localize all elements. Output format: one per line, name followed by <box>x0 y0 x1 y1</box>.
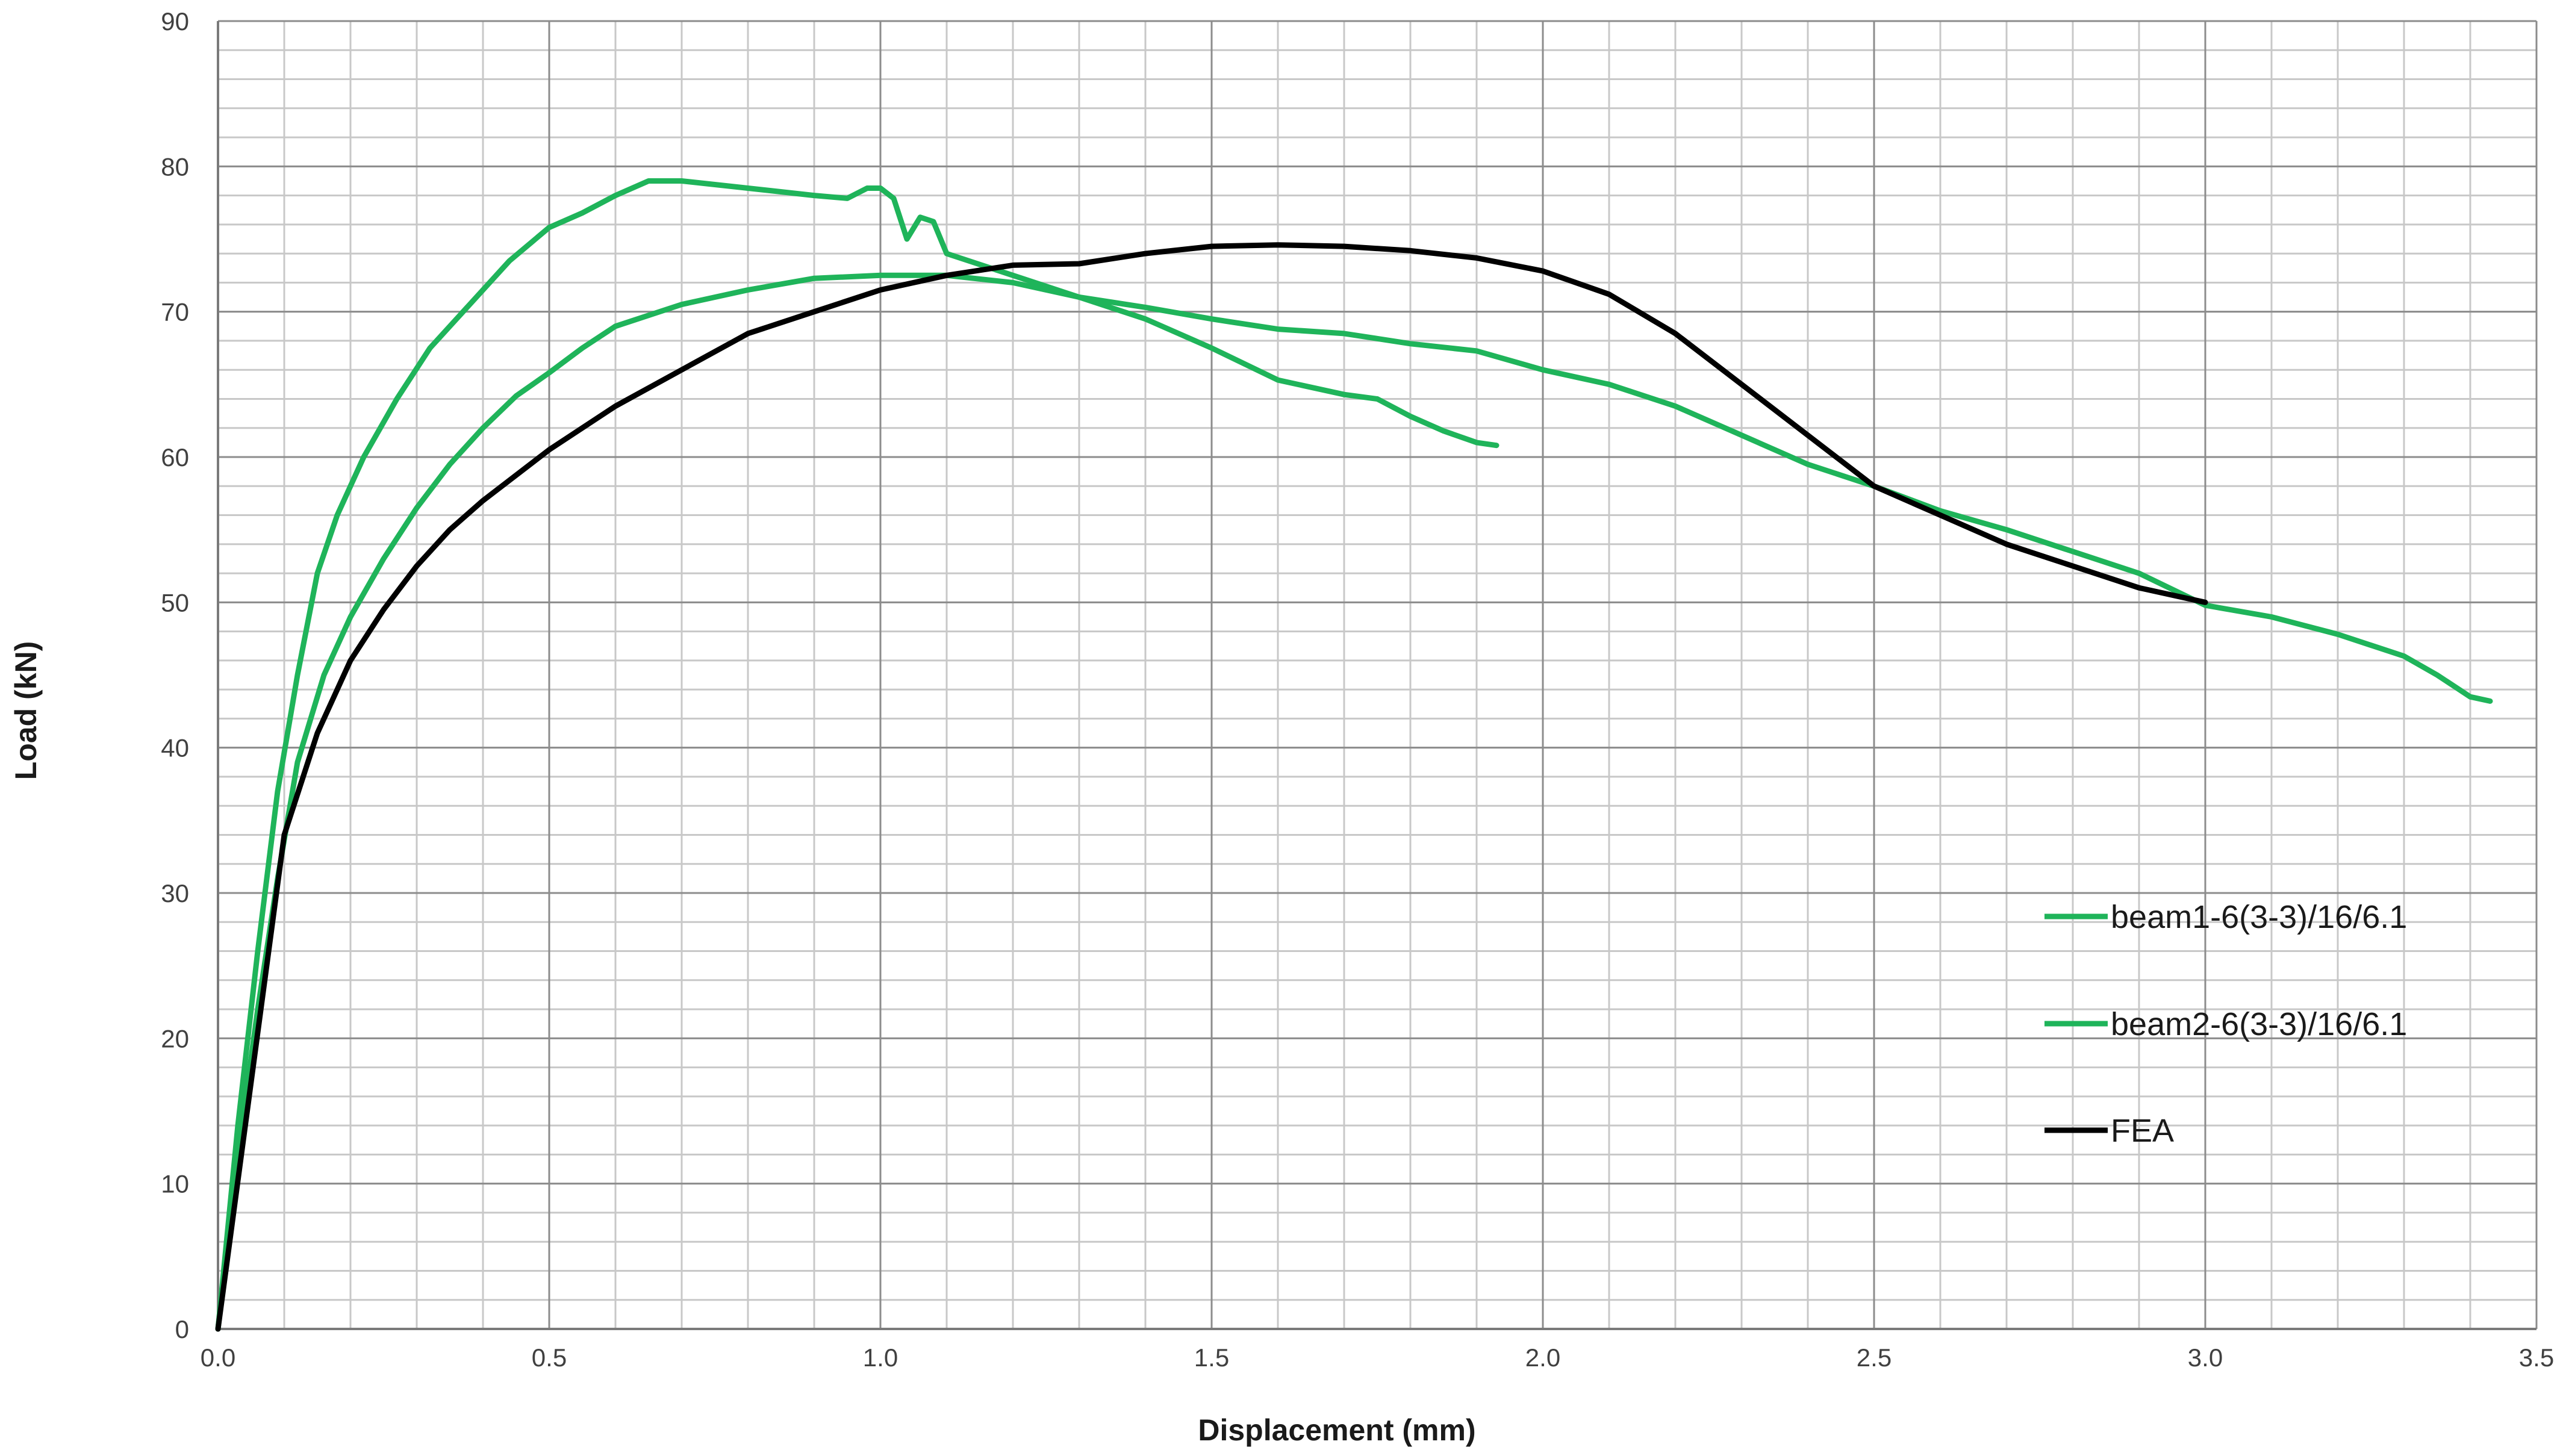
y-tick-label: 90 <box>161 7 189 36</box>
y-tick-label: 40 <box>161 734 189 762</box>
major-gridlines <box>217 20 2538 1330</box>
y-tick-label: 10 <box>161 1170 189 1198</box>
y-tick-label: 50 <box>161 588 189 617</box>
y-tick-label: 0 <box>175 1315 189 1343</box>
y-tick-label: 60 <box>161 443 189 471</box>
x-tick-label: 3.0 <box>2188 1343 2223 1372</box>
y-tick-label: 70 <box>161 298 189 326</box>
axes <box>217 21 2536 1330</box>
y-tick-label: 80 <box>161 152 189 181</box>
legend-label-2: beam2-6(3-3)/16/6.1 <box>2111 1006 2407 1042</box>
series-lines <box>215 178 2493 1332</box>
x-tick-label: 2.5 <box>1857 1343 1892 1372</box>
y-axis-title: Load (kN) <box>9 641 43 780</box>
y-tick-label: 20 <box>161 1024 189 1053</box>
legend-label-3: FEA <box>2111 1113 2174 1149</box>
x-axis-title: Displacement (mm) <box>1198 1413 1475 1447</box>
x-tick-label: 1.0 <box>863 1343 898 1372</box>
series-line-3 <box>215 242 2208 1332</box>
x-tick-label: 1.5 <box>1194 1343 1229 1372</box>
x-tick-label: 0.0 <box>201 1343 235 1372</box>
x-tick-label: 0.5 <box>532 1343 567 1372</box>
x-tick-label: 2.0 <box>1525 1343 1560 1372</box>
x-axis-tick-labels: 0.0 0.5 1.0 1.5 2.0 2.5 3.0 3.5 <box>201 1343 2554 1372</box>
series-line-1 <box>215 178 1499 1332</box>
x-tick-label: 3.5 <box>2519 1343 2554 1372</box>
y-axis-tick-labels: 0 10 20 30 40 50 60 70 80 90 <box>161 7 189 1343</box>
y-tick-label: 30 <box>161 879 189 907</box>
legend-label-1: beam1-6(3-3)/16/6.1 <box>2111 899 2407 935</box>
series-line-2 <box>215 272 2493 1332</box>
legend: beam1-6(3-3)/16/6.1 beam2-6(3-3)/16/6.1 FE… <box>2044 899 2407 1149</box>
